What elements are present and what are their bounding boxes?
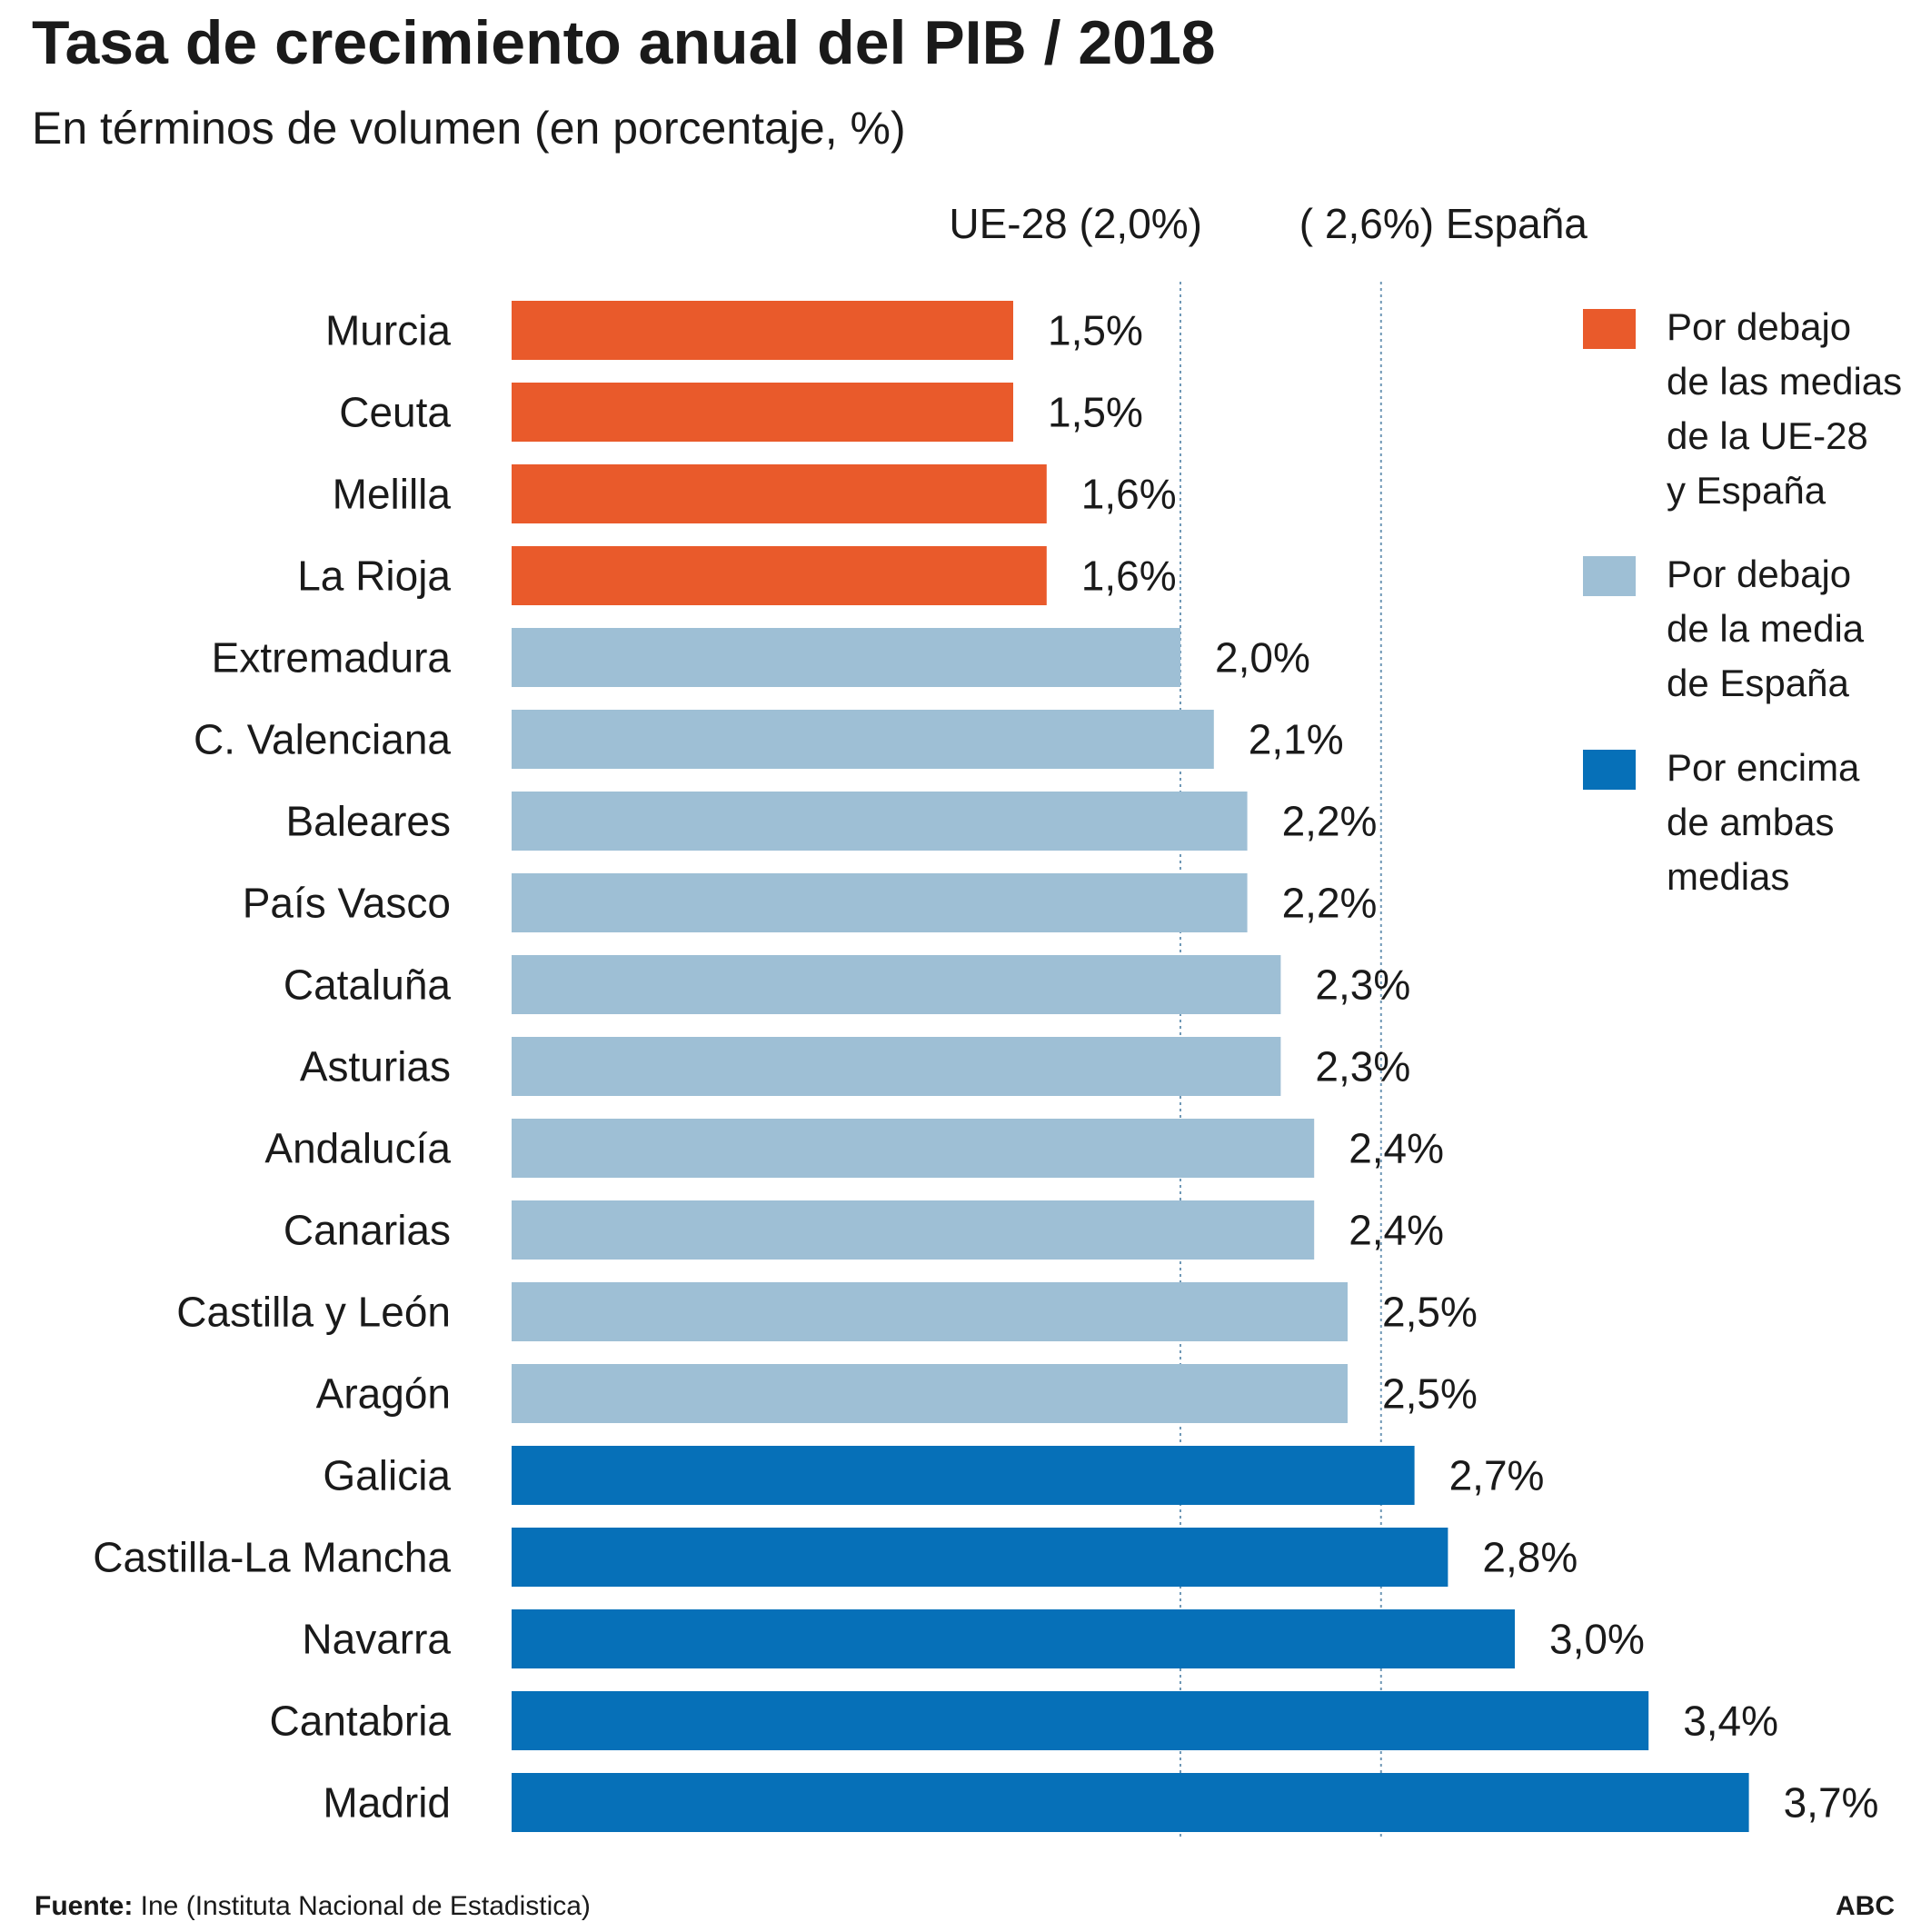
legend-line: medias [1667,855,1790,898]
category-label-5: C. Valenciana [194,716,451,763]
source-text: Ine (Instituta Nacional de Estadistica) [133,1891,591,1921]
value-labels: 1,5% 1,5% 1,6% 1,6% 2,0% 2,1% 2,2% 2,2% 2,3% 2,3%… [1048,307,1878,1827]
value-label-16: 3,0% [1549,1616,1645,1663]
category-label-4: Extremadura [212,634,452,682]
value-label-11: 2,4% [1349,1207,1444,1254]
bar-10 [512,1119,1315,1178]
value-label-0: 1,5% [1048,307,1143,354]
bar-13 [512,1364,1348,1423]
legend-swatch-orange [1583,309,1636,349]
value-label-4: 2,0% [1215,634,1310,682]
bar-14 [512,1446,1415,1505]
bar-15 [512,1528,1448,1587]
bar-17 [512,1691,1649,1750]
category-label-7: País Vasco [243,880,451,927]
legend-line: Por debajo [1667,305,1852,348]
category-label-14: Galicia [323,1452,451,1499]
bar-5 [512,710,1214,769]
bar-0 [512,301,1013,360]
value-label-17: 3,4% [1683,1698,1778,1745]
bar-4 [512,628,1180,687]
category-labels: Murcia Ceuta Melilla La Rioja Extremadura C. … [93,307,451,1827]
bar-11 [512,1200,1315,1260]
category-label-9: Asturias [300,1043,451,1090]
bar-1 [512,383,1013,442]
bar-3 [512,546,1047,605]
value-label-18: 3,7% [1784,1779,1879,1827]
chart-title: Tasa de crecimiento anual del PIB / 2018 [32,8,1216,77]
legend-line: Por debajo [1667,553,1852,595]
reference-label-1: ( 2,6%) España [1299,200,1588,247]
category-label-17: Cantabria [270,1698,452,1745]
category-label-3: La Rioja [297,553,451,600]
category-label-8: Cataluña [284,961,452,1009]
category-label-13: Aragón [316,1370,451,1418]
legend-line: de las medias [1667,360,1903,403]
legend-line: Por encima [1667,746,1860,789]
legend-line: de la media [1667,607,1865,650]
value-label-12: 2,5% [1382,1289,1478,1336]
category-label-0: Murcia [325,307,451,354]
legend-line: de la UE-28 [1667,414,1868,457]
category-label-15: Castilla-La Mancha [93,1534,451,1581]
bar-16 [512,1609,1515,1668]
legend-line: y España [1667,469,1826,512]
legend-swatch-light-blue [1583,556,1636,596]
category-label-16: Navarra [302,1616,451,1663]
value-label-2: 1,6% [1081,471,1177,518]
category-label-2: Melilla [333,471,452,518]
value-label-15: 2,8% [1482,1534,1578,1581]
value-label-7: 2,2% [1282,880,1378,927]
legend-line: de España [1667,662,1849,704]
brand-logo-text: ABC [1836,1891,1895,1921]
value-label-6: 2,2% [1282,798,1378,845]
chart-subtitle: En términos de volumen (en porcentaje, %… [32,103,906,154]
value-label-13: 2,5% [1382,1370,1478,1418]
source-note: Fuente: Ine (Instituta Nacional de Estad… [35,1891,591,1922]
value-label-8: 2,3% [1315,961,1410,1009]
source-label: Fuente: [35,1891,134,1921]
reference-label-0: UE-28 (2,0%) [949,200,1202,247]
value-label-3: 1,6% [1081,553,1177,600]
legend-line: de ambas [1667,801,1835,843]
category-label-10: Andalucía [264,1125,451,1172]
value-label-9: 2,3% [1315,1043,1410,1090]
bar-7 [512,873,1248,932]
value-label-5: 2,1% [1249,716,1344,763]
category-label-18: Madrid [323,1779,451,1827]
reference-lines: UE-28 (2,0%) ( 2,6%) España [949,200,1588,1839]
bar-6 [512,792,1248,851]
category-label-1: Ceuta [339,389,451,436]
category-label-12: Castilla y León [176,1289,451,1336]
bar-8 [512,955,1281,1014]
value-label-14: 2,7% [1449,1452,1545,1499]
bar-18 [512,1773,1749,1832]
bars [512,301,1749,1832]
category-label-6: Baleares [285,798,451,845]
bar-12 [512,1282,1348,1341]
value-label-10: 2,4% [1349,1125,1444,1172]
legend-swatch-dark-blue [1583,750,1636,790]
value-label-1: 1,5% [1048,389,1143,436]
bar-9 [512,1037,1281,1096]
category-label-11: Canarias [284,1207,451,1254]
bar-2 [512,464,1047,523]
